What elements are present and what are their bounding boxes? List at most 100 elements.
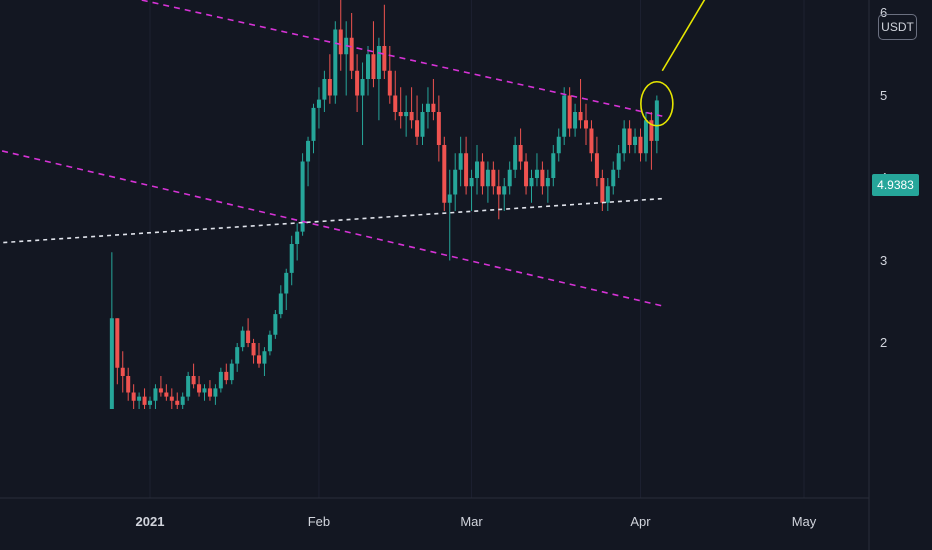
candle-76 bbox=[524, 153, 529, 195]
candle-30 bbox=[273, 310, 278, 339]
candle-18 bbox=[207, 380, 212, 401]
candle-100 bbox=[654, 95, 659, 154]
candle-56 bbox=[415, 95, 420, 145]
candle-43 bbox=[344, 21, 349, 96]
candle-58 bbox=[425, 87, 430, 129]
candle-32 bbox=[284, 268, 289, 310]
candle-70 bbox=[491, 161, 496, 195]
candle-19 bbox=[213, 384, 218, 405]
candle-34 bbox=[295, 223, 300, 261]
candle-97 bbox=[638, 128, 643, 162]
candle-29 bbox=[267, 330, 272, 356]
candle-83 bbox=[562, 87, 567, 145]
candle-67 bbox=[475, 145, 479, 195]
candle-94 bbox=[622, 120, 627, 162]
candle-53 bbox=[398, 87, 403, 129]
candle-49 bbox=[376, 37, 381, 121]
candle-4 bbox=[131, 384, 136, 409]
candle-73 bbox=[507, 161, 512, 195]
candle-65 bbox=[464, 136, 469, 195]
candle-68 bbox=[480, 153, 485, 195]
candle-39 bbox=[322, 70, 327, 112]
candle-42 bbox=[338, 0, 343, 71]
breakout-ellipse bbox=[640, 80, 674, 127]
candle-85 bbox=[573, 103, 578, 137]
candle-1 bbox=[115, 318, 120, 385]
candle-0 bbox=[109, 252, 114, 409]
candle-46 bbox=[360, 62, 365, 145]
candle-14 bbox=[186, 371, 191, 401]
drawings bbox=[0, 0, 706, 307]
candle-90 bbox=[600, 169, 605, 211]
candle-71 bbox=[496, 169, 501, 220]
candle-74 bbox=[513, 136, 518, 178]
candle-61 bbox=[442, 136, 447, 211]
candle-64 bbox=[458, 136, 463, 187]
candle-86 bbox=[578, 79, 583, 129]
candle-25 bbox=[246, 318, 251, 348]
candle-63 bbox=[453, 153, 458, 211]
y-tick-label-4: 3 bbox=[880, 252, 888, 268]
candle-47 bbox=[366, 46, 370, 96]
candle-91 bbox=[605, 178, 610, 211]
candle-89 bbox=[594, 136, 599, 187]
candle-92 bbox=[611, 161, 616, 195]
candle-31 bbox=[278, 285, 283, 319]
candle-55 bbox=[409, 87, 414, 129]
y-tick-label-1: 6 bbox=[880, 5, 888, 20]
candle-26 bbox=[251, 338, 256, 364]
candle-66 bbox=[469, 169, 474, 211]
candle-27 bbox=[257, 343, 261, 368]
candle-20 bbox=[218, 367, 223, 393]
x-tick-label-2: Mar bbox=[460, 514, 483, 529]
candle-33 bbox=[289, 235, 294, 286]
candle-99 bbox=[649, 112, 654, 170]
candle-13 bbox=[180, 392, 185, 409]
candle-88 bbox=[589, 120, 594, 162]
candle-10 bbox=[164, 384, 169, 401]
candle-24 bbox=[240, 326, 245, 352]
currency-label[interactable]: USDT bbox=[878, 14, 917, 40]
candle-60 bbox=[436, 95, 441, 162]
candle-17 bbox=[202, 384, 207, 401]
candle-7 bbox=[148, 396, 152, 409]
x-tick-label-4: May bbox=[791, 514, 817, 529]
candle-84 bbox=[567, 87, 572, 137]
candle-52 bbox=[393, 70, 398, 121]
candle-93 bbox=[616, 145, 621, 178]
candle-21 bbox=[224, 363, 229, 385]
candle-80 bbox=[545, 169, 550, 203]
x-tick-label-0: 2021 bbox=[135, 514, 165, 529]
candle-77 bbox=[529, 169, 534, 203]
last-price-label: 4.9383 bbox=[872, 174, 919, 196]
candle-40 bbox=[327, 54, 332, 104]
x-tick-label-1: Feb bbox=[307, 514, 331, 529]
candle-79 bbox=[540, 161, 545, 195]
candle-54 bbox=[404, 95, 409, 137]
candle-87 bbox=[584, 103, 588, 145]
candle-69 bbox=[485, 161, 490, 203]
candle-82 bbox=[556, 128, 561, 162]
candle-23 bbox=[235, 343, 240, 372]
candle-50 bbox=[382, 4, 387, 79]
candle-11 bbox=[169, 388, 174, 409]
candle-3 bbox=[126, 367, 131, 401]
candle-57 bbox=[420, 103, 425, 145]
y-tick-label-2: 5 bbox=[880, 87, 888, 103]
candle-95 bbox=[627, 120, 632, 154]
candle-8 bbox=[153, 384, 158, 409]
candle-37 bbox=[311, 103, 316, 154]
candle-22 bbox=[229, 359, 234, 385]
candle-72 bbox=[502, 178, 507, 211]
support-line bbox=[0, 197, 663, 244]
candle-75 bbox=[518, 128, 523, 170]
candle-28 bbox=[262, 347, 267, 376]
candle-16 bbox=[197, 376, 202, 397]
candle-59 bbox=[431, 79, 436, 121]
candle-38 bbox=[316, 87, 321, 129]
candle-78 bbox=[534, 153, 539, 187]
candle-9 bbox=[158, 376, 163, 397]
candle-12 bbox=[175, 392, 180, 409]
